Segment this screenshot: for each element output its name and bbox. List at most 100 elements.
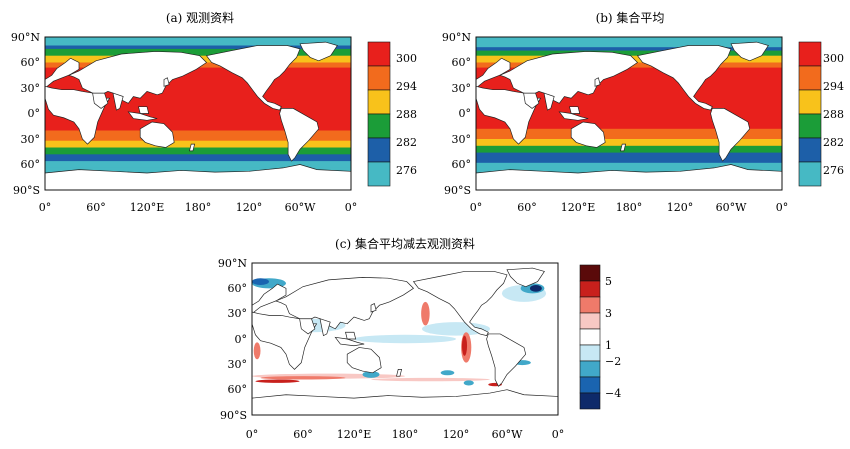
lon-tick-label: 0° bbox=[246, 428, 259, 441]
colorbar-label: −4 bbox=[605, 387, 621, 400]
panel-b-lat-axis: 90°N 60° 30° 0° 30° 60° 90°S bbox=[442, 31, 471, 197]
colorbar-a: 300 294 288 282 276 bbox=[367, 41, 417, 187]
panel-b-frame bbox=[475, 36, 783, 191]
lat-tick-label: 30° bbox=[452, 133, 472, 146]
lon-tick-label: 60° bbox=[517, 201, 537, 214]
panel-a-title: (a) 观测资料 bbox=[166, 11, 234, 25]
lon-tick-label: 120°E bbox=[337, 428, 372, 441]
panel-c-lat-axis: 90°N 60° 30° 0° 30° 60° 90°S bbox=[218, 257, 247, 422]
lat-tick-label: 90°S bbox=[444, 184, 471, 197]
colorbar-label: 3 bbox=[605, 307, 612, 320]
panel-c-frame bbox=[251, 262, 559, 416]
lon-tick-label: 120° bbox=[236, 201, 263, 214]
panel-c-lon-axis: 0° 60° 120°E 180° 120° 60°W 0° bbox=[246, 428, 565, 441]
colorbar-label: 294 bbox=[396, 80, 417, 93]
panel-c: (c) 集合平均减去观测资料 90°N 60° 30° 0° 30° 60° 9… bbox=[218, 236, 621, 441]
panel-c-map bbox=[251, 262, 559, 416]
panel-a: (a) 观测资料 90°N 60° 30° 0° 30° 60° 90°S 0°… bbox=[11, 11, 417, 214]
lat-tick-label: 0° bbox=[235, 333, 248, 346]
lon-tick-label: 120° bbox=[667, 201, 694, 214]
lat-tick-label: 60° bbox=[228, 282, 248, 295]
colorbar-swatch bbox=[367, 89, 391, 115]
colorbar-label: 300 bbox=[396, 52, 417, 65]
lat-tick-label: 90°N bbox=[442, 31, 471, 44]
lon-tick-label: 60°W bbox=[285, 201, 316, 214]
lat-tick-label: 90°N bbox=[218, 257, 247, 270]
colorbar-swatch bbox=[798, 137, 822, 163]
colorbar-b: 300 294 288 282 276 bbox=[798, 41, 844, 187]
colorbar-swatch bbox=[367, 41, 391, 67]
lon-tick-label: 60° bbox=[293, 428, 313, 441]
lon-tick-label: 60° bbox=[86, 201, 106, 214]
colorbar-swatch bbox=[798, 65, 822, 91]
colorbar-label: 276 bbox=[396, 164, 417, 177]
lon-tick-label: 180° bbox=[185, 201, 212, 214]
lat-tick-label: 60° bbox=[21, 158, 41, 171]
lon-tick-label: 120°E bbox=[561, 201, 596, 214]
colorbar-swatch bbox=[798, 161, 822, 187]
colorbar-swatch bbox=[579, 296, 601, 314]
colorbar-swatch bbox=[367, 65, 391, 91]
colorbar-swatch bbox=[579, 280, 601, 298]
lat-tick-label: 30° bbox=[228, 358, 248, 371]
panel-a-lat-axis: 90°N 60° 30° 0° 30° 60° 90°S bbox=[11, 31, 40, 197]
colorbar-c: 5 3 1 −2 −4 bbox=[579, 264, 621, 410]
lat-tick-label: 60° bbox=[452, 158, 472, 171]
colorbar-swatch bbox=[579, 344, 601, 362]
colorbar-label: −2 bbox=[605, 355, 621, 368]
lat-tick-label: 0° bbox=[459, 107, 472, 120]
panel-b-lon-axis: 0° 60° 120°E 180° 120° 60°W 0° bbox=[470, 201, 789, 214]
panel-b-map bbox=[475, 36, 783, 191]
lon-tick-label: 180° bbox=[616, 201, 643, 214]
lat-tick-label: 0° bbox=[28, 107, 41, 120]
lon-tick-label: 60°W bbox=[716, 201, 747, 214]
colorbar-swatch bbox=[579, 392, 601, 410]
colorbar-label: 282 bbox=[823, 136, 844, 149]
lon-tick-label: 120° bbox=[443, 428, 470, 441]
panel-a-lon-axis: 0° 60° 120°E 180° 120° 60°W 0° bbox=[39, 201, 358, 214]
colorbar-swatch bbox=[367, 137, 391, 163]
lat-tick-label: 30° bbox=[452, 82, 472, 95]
colorbar-label: 282 bbox=[396, 136, 417, 149]
lon-tick-label: 120°E bbox=[130, 201, 165, 214]
lat-tick-label: 30° bbox=[21, 133, 41, 146]
lon-tick-label: 180° bbox=[392, 428, 419, 441]
colorbar-label: 288 bbox=[823, 108, 844, 121]
panel-c-title: (c) 集合平均减去观测资料 bbox=[335, 236, 475, 251]
colorbar-label: 288 bbox=[396, 108, 417, 121]
colorbar-swatch bbox=[367, 113, 391, 139]
lat-tick-label: 90°S bbox=[220, 409, 247, 422]
lon-tick-label: 0° bbox=[470, 201, 483, 214]
colorbar-swatch bbox=[798, 41, 822, 67]
lat-tick-label: 60° bbox=[21, 56, 41, 69]
lon-tick-label: 0° bbox=[39, 201, 52, 214]
colorbar-swatch bbox=[798, 113, 822, 139]
panel-a-frame bbox=[44, 36, 352, 191]
colorbar-label: 1 bbox=[605, 339, 612, 352]
panel-b: (b) 集合平均 90°N 60° 30° 0° 30° 60° 90°S 0°… bbox=[442, 10, 844, 214]
lat-tick-label: 90°S bbox=[13, 184, 40, 197]
colorbar-label: 5 bbox=[605, 275, 612, 288]
panel-a-map bbox=[44, 36, 352, 191]
colorbar-swatch bbox=[579, 328, 601, 346]
colorbar-swatch bbox=[579, 264, 601, 282]
lat-tick-label: 90°N bbox=[11, 31, 40, 44]
lon-tick-label: 0° bbox=[345, 201, 358, 214]
colorbar-label: 276 bbox=[823, 164, 844, 177]
lat-tick-label: 30° bbox=[21, 82, 41, 95]
panel-b-title: (b) 集合平均 bbox=[596, 10, 665, 25]
lat-tick-label: 60° bbox=[228, 383, 248, 396]
lat-tick-label: 60° bbox=[452, 56, 472, 69]
colorbar-label: 294 bbox=[823, 80, 844, 93]
lon-tick-label: 0° bbox=[552, 428, 565, 441]
colorbar-swatch bbox=[579, 312, 601, 330]
colorbar-label: 300 bbox=[823, 52, 844, 65]
lat-tick-label: 30° bbox=[228, 307, 248, 320]
colorbar-swatch bbox=[367, 161, 391, 187]
colorbar-swatch bbox=[579, 360, 601, 378]
colorbar-swatch bbox=[579, 376, 601, 394]
lon-tick-label: 0° bbox=[776, 201, 789, 214]
colorbar-swatch bbox=[798, 89, 822, 115]
lon-tick-label: 60°W bbox=[492, 428, 523, 441]
